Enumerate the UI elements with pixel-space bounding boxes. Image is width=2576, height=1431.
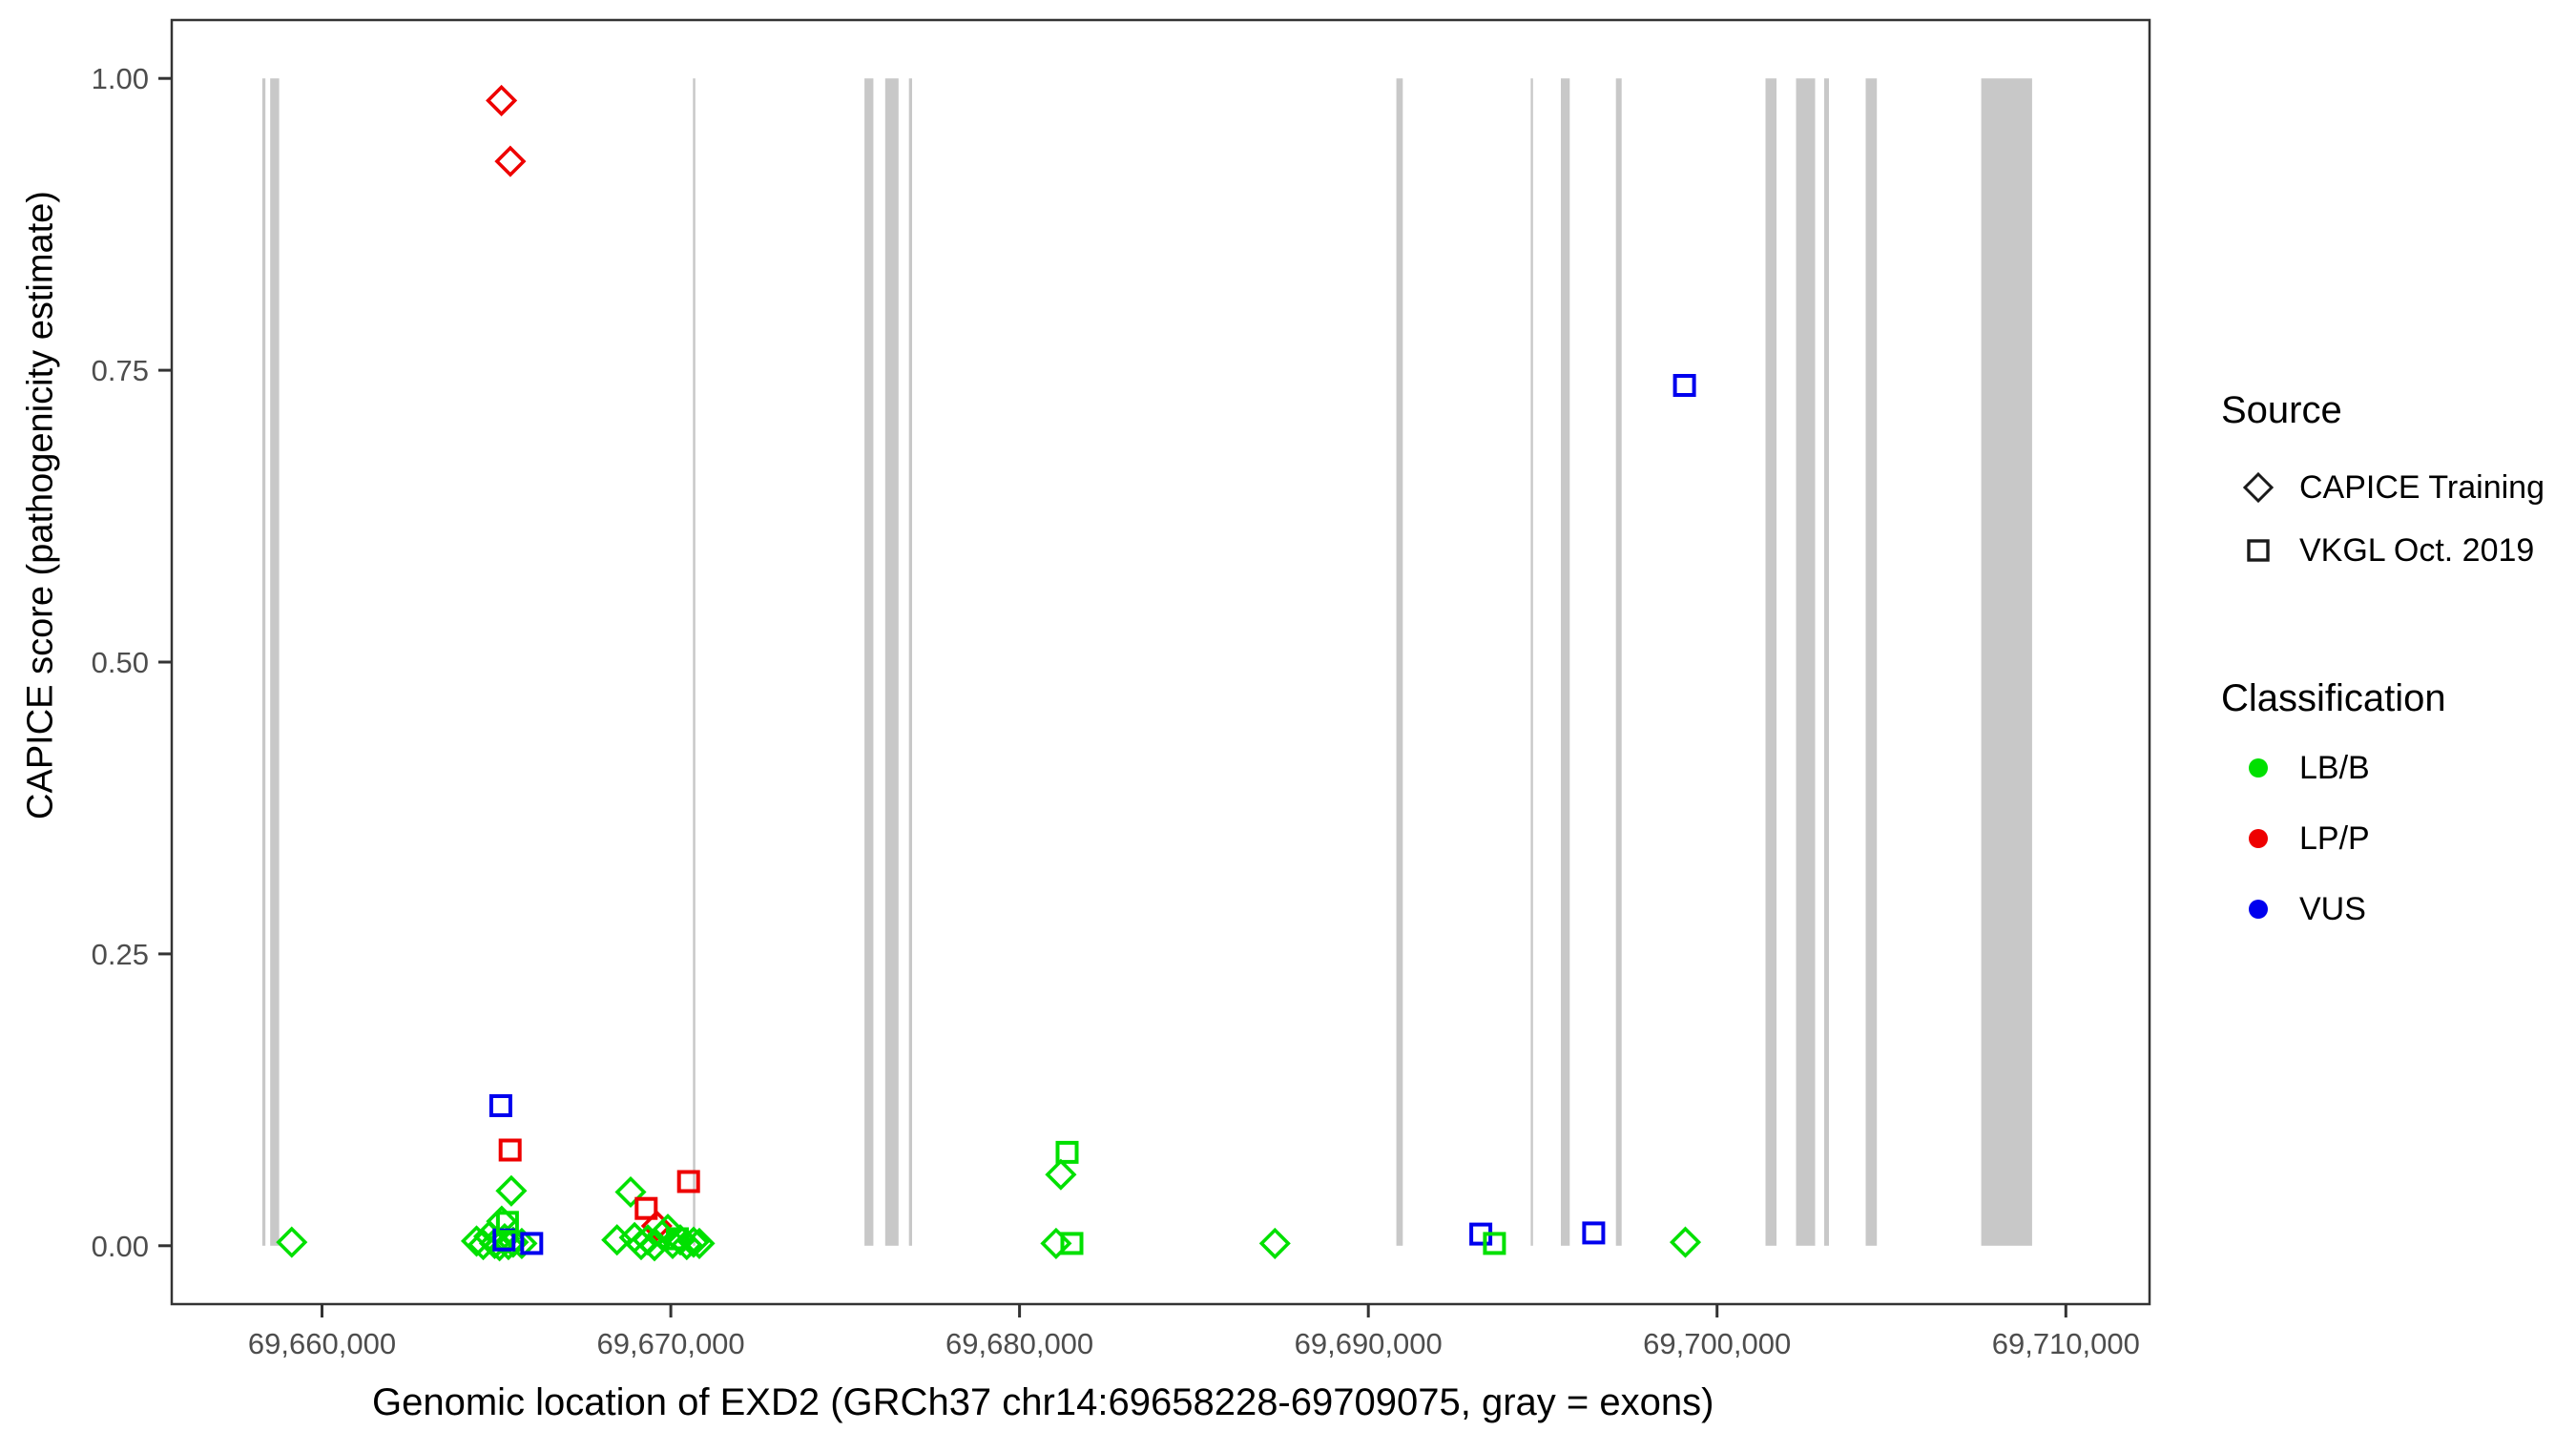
data-point-diamond — [276, 1226, 308, 1258]
y-axis-title: CAPICE score (pathogenicity estimate) — [20, 191, 61, 819]
exon-band — [270, 78, 280, 1246]
green-dot-icon — [2238, 748, 2278, 788]
data-point-square — [498, 1138, 522, 1162]
exon-band — [864, 78, 874, 1246]
legend-item-label: VUS — [2299, 890, 2366, 927]
exon-band — [1865, 78, 1878, 1246]
exon-band — [1981, 78, 2032, 1246]
data-point-diamond — [671, 1229, 703, 1261]
data-point-diamond — [1045, 1158, 1077, 1191]
exon-band — [1561, 78, 1570, 1246]
data-point-diamond — [1258, 1227, 1291, 1259]
data-point-diamond — [601, 1224, 634, 1256]
x-tick-label: 69,710,000 — [1992, 1327, 2140, 1360]
exon-band — [693, 78, 696, 1246]
data-point-square — [495, 1211, 519, 1234]
legend-item-lbb: LB/B — [2238, 748, 2370, 788]
data-point-diamond — [494, 145, 527, 177]
data-point-diamond — [683, 1227, 716, 1259]
legend-item-lpp: LP/P — [2238, 819, 2370, 859]
exon-band — [1765, 78, 1776, 1246]
data-point-square — [1060, 1232, 1084, 1255]
y-tick-label: 0.75 — [92, 354, 149, 387]
data-point-diamond — [625, 1229, 657, 1261]
exon-band — [1530, 78, 1533, 1246]
data-point-square — [634, 1196, 658, 1220]
exon-band — [1824, 78, 1829, 1246]
data-point-square — [676, 1170, 700, 1193]
legend-item-vus: VUS — [2238, 889, 2366, 929]
data-point-diamond — [460, 1225, 493, 1257]
y-tick-label: 0.25 — [92, 938, 149, 971]
diamond-icon — [2238, 467, 2278, 508]
exon-band — [908, 78, 912, 1246]
exon-band — [261, 78, 266, 1246]
x-tick-label: 69,700,000 — [1643, 1327, 1791, 1360]
legend-item-vkgl: VKGL Oct. 2019 — [2238, 530, 2534, 570]
x-tick-label: 69,680,000 — [945, 1327, 1093, 1360]
data-point-square — [1483, 1232, 1506, 1255]
legend-item-label: LB/B — [2299, 749, 2370, 786]
data-point-diamond — [495, 1174, 528, 1207]
y-tick-label: 0.00 — [92, 1230, 149, 1263]
y-tick-label: 0.50 — [92, 646, 149, 679]
data-point-diamond — [486, 1205, 518, 1237]
legend-source-title: Source — [2221, 389, 2342, 431]
data-point-diamond — [1040, 1227, 1072, 1259]
x-tick-label: 69,670,000 — [597, 1327, 745, 1360]
data-point-diamond — [677, 1226, 710, 1258]
panel-border — [170, 18, 2151, 1306]
data-point-square — [1672, 374, 1696, 397]
blue-dot-icon — [2238, 889, 2278, 929]
x-axis-title: Genomic location of EXD2 (GRCh37 chr14:6… — [372, 1381, 1714, 1423]
legend-classification-title: Classification — [2221, 677, 2446, 719]
square-icon — [2238, 530, 2278, 570]
exon-band — [1615, 78, 1622, 1246]
data-point-square — [666, 1227, 689, 1251]
data-point-diamond — [640, 1210, 673, 1242]
legend-item-capice-training: CAPICE Training — [2238, 467, 2545, 508]
exon-band — [1396, 78, 1403, 1246]
x-tick-label: 69,690,000 — [1295, 1327, 1443, 1360]
x-tick-label: 69,660,000 — [248, 1327, 396, 1360]
data-point-square — [520, 1232, 544, 1255]
legend-item-label: VKGL Oct. 2019 — [2299, 531, 2535, 569]
data-point-square — [1582, 1221, 1606, 1245]
red-dot-icon — [2238, 819, 2278, 859]
y-tick-label: 1.00 — [92, 62, 149, 95]
data-point-diamond — [486, 84, 518, 116]
data-point-square — [1055, 1140, 1079, 1164]
legend-item-label: LP/P — [2299, 819, 2370, 857]
exon-band — [884, 78, 899, 1246]
data-point-diamond — [614, 1175, 647, 1209]
exon-band — [1796, 78, 1816, 1246]
data-point-square — [488, 1094, 512, 1117]
legend-item-label: CAPICE Training — [2299, 468, 2545, 506]
data-point-diamond — [1669, 1226, 1702, 1258]
